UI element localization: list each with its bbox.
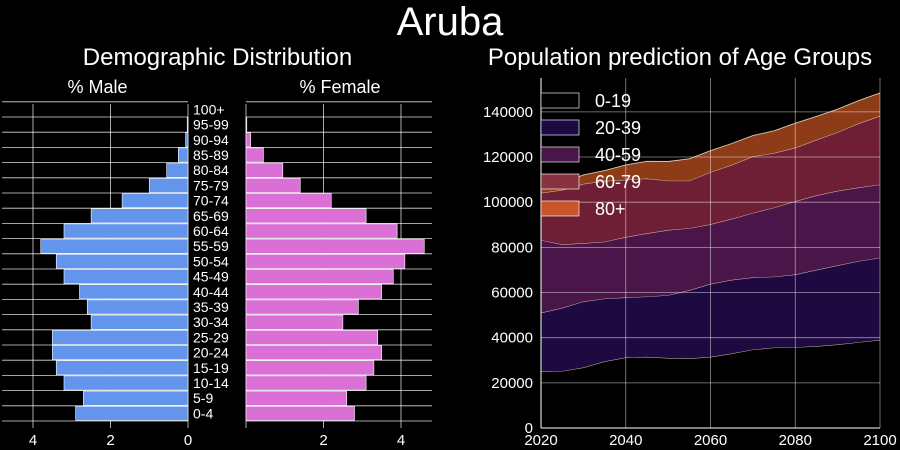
female-bar <box>245 254 406 269</box>
area-x-tick-label: 2080 <box>779 432 812 449</box>
female-bar <box>245 208 367 224</box>
male-bar <box>55 254 189 269</box>
age-group-label: 40-44 <box>193 284 229 300</box>
legend-swatch-60-79 <box>540 173 580 190</box>
male-bar <box>52 345 189 360</box>
age-group-label: 55-59 <box>193 238 229 254</box>
female-bar <box>245 223 398 239</box>
area-x-tick-label: 2100 <box>863 432 896 449</box>
female-tick-label: 2 <box>319 432 327 449</box>
age-group-label: 35-39 <box>193 299 229 315</box>
male-bar <box>83 390 189 406</box>
female-axis-label: % Female <box>299 77 381 97</box>
male-bar <box>63 223 189 239</box>
female-bar <box>245 299 359 315</box>
age-group-label: 45-49 <box>193 269 229 285</box>
male-bar <box>52 329 189 345</box>
female-tick-label: 4 <box>397 432 405 449</box>
male-bar <box>63 375 189 391</box>
age-group-label: 65-69 <box>193 208 229 224</box>
area-y-tick-label: 0 <box>525 420 533 437</box>
legend-swatch-80+ <box>540 200 580 217</box>
legend-label: 60-79 <box>595 172 641 192</box>
area-x-tick-label: 2020 <box>524 432 557 449</box>
female-bar <box>245 345 382 360</box>
female-bar <box>245 132 251 148</box>
male-bar <box>90 314 189 330</box>
age-group-label: 95-99 <box>193 117 229 133</box>
male-bar <box>55 360 189 376</box>
age-group-label: 25-29 <box>193 329 229 345</box>
female-bar <box>245 329 379 345</box>
male-bar <box>75 405 189 421</box>
area-x-tick-label: 2040 <box>609 432 642 449</box>
age-group-label: 75-79 <box>193 177 229 193</box>
female-bar <box>245 117 248 132</box>
legend-swatch-40-59 <box>540 146 580 163</box>
age-group-label: 15-19 <box>193 360 229 376</box>
male-bar <box>90 208 189 224</box>
area-y-tick-label: 80000 <box>491 239 533 256</box>
area-y-tick-label: 100000 <box>483 194 533 211</box>
female-bar <box>245 162 284 178</box>
male-bar <box>79 284 189 300</box>
female-bar <box>245 238 425 254</box>
area-y-tick-label: 40000 <box>491 330 533 347</box>
age-group-label: 30-34 <box>193 314 229 330</box>
legend-label: 20-39 <box>595 118 641 138</box>
female-bar <box>245 147 264 163</box>
female-bar <box>245 284 382 300</box>
female-bar <box>245 405 355 421</box>
male-bar <box>40 238 189 254</box>
female-bar <box>245 390 348 406</box>
male-tick-label: 0 <box>184 432 192 449</box>
female-bar <box>245 360 375 376</box>
male-bar <box>148 178 189 193</box>
male-bar <box>86 299 189 315</box>
prediction-title: Population prediction of Age Groups <box>487 44 873 71</box>
female-bar <box>245 375 367 391</box>
male-tick-label: 4 <box>29 432 37 449</box>
female-bar <box>245 193 332 208</box>
female-bar <box>245 314 344 330</box>
age-group-label: 0-4 <box>193 405 213 421</box>
male-tick-label: 2 <box>106 432 114 449</box>
area-y-tick-label: 120000 <box>483 149 533 166</box>
legend-label: 40-59 <box>595 145 641 165</box>
legend-swatch-20-39 <box>540 119 580 136</box>
figure-title: Aruba <box>396 0 504 44</box>
area-y-tick-label: 60000 <box>491 285 533 302</box>
male-bar <box>185 132 189 148</box>
legend-label: 80+ <box>595 199 626 219</box>
legend-swatch-0-19 <box>540 92 580 109</box>
legend-label: 0-19 <box>595 91 631 111</box>
age-group-label: 100+ <box>193 101 225 117</box>
age-group-label: 50-54 <box>193 253 229 269</box>
male-bar <box>178 147 189 163</box>
age-group-label: 20-24 <box>193 345 229 361</box>
age-group-label: 80-84 <box>193 162 229 178</box>
age-group-label: 10-14 <box>193 375 229 391</box>
female-bar <box>245 178 301 193</box>
female-bar <box>245 269 394 284</box>
area-y-tick-label: 20000 <box>491 375 533 392</box>
age-group-label: 60-64 <box>193 223 229 239</box>
male-bar <box>63 269 189 284</box>
age-group-label: 5-9 <box>193 390 213 406</box>
age-group-label: 70-74 <box>193 193 229 209</box>
pyramid-title: Demographic Distribution <box>82 44 353 71</box>
male-axis-label: % Male <box>67 77 128 97</box>
area-x-tick-label: 2060 <box>694 432 727 449</box>
male-bar <box>166 162 189 178</box>
age-group-label: 85-89 <box>193 147 229 163</box>
area-y-tick-label: 140000 <box>483 104 533 121</box>
age-group-label: 90-94 <box>193 132 229 148</box>
male-bar <box>186 117 189 132</box>
male-bar <box>121 193 189 208</box>
